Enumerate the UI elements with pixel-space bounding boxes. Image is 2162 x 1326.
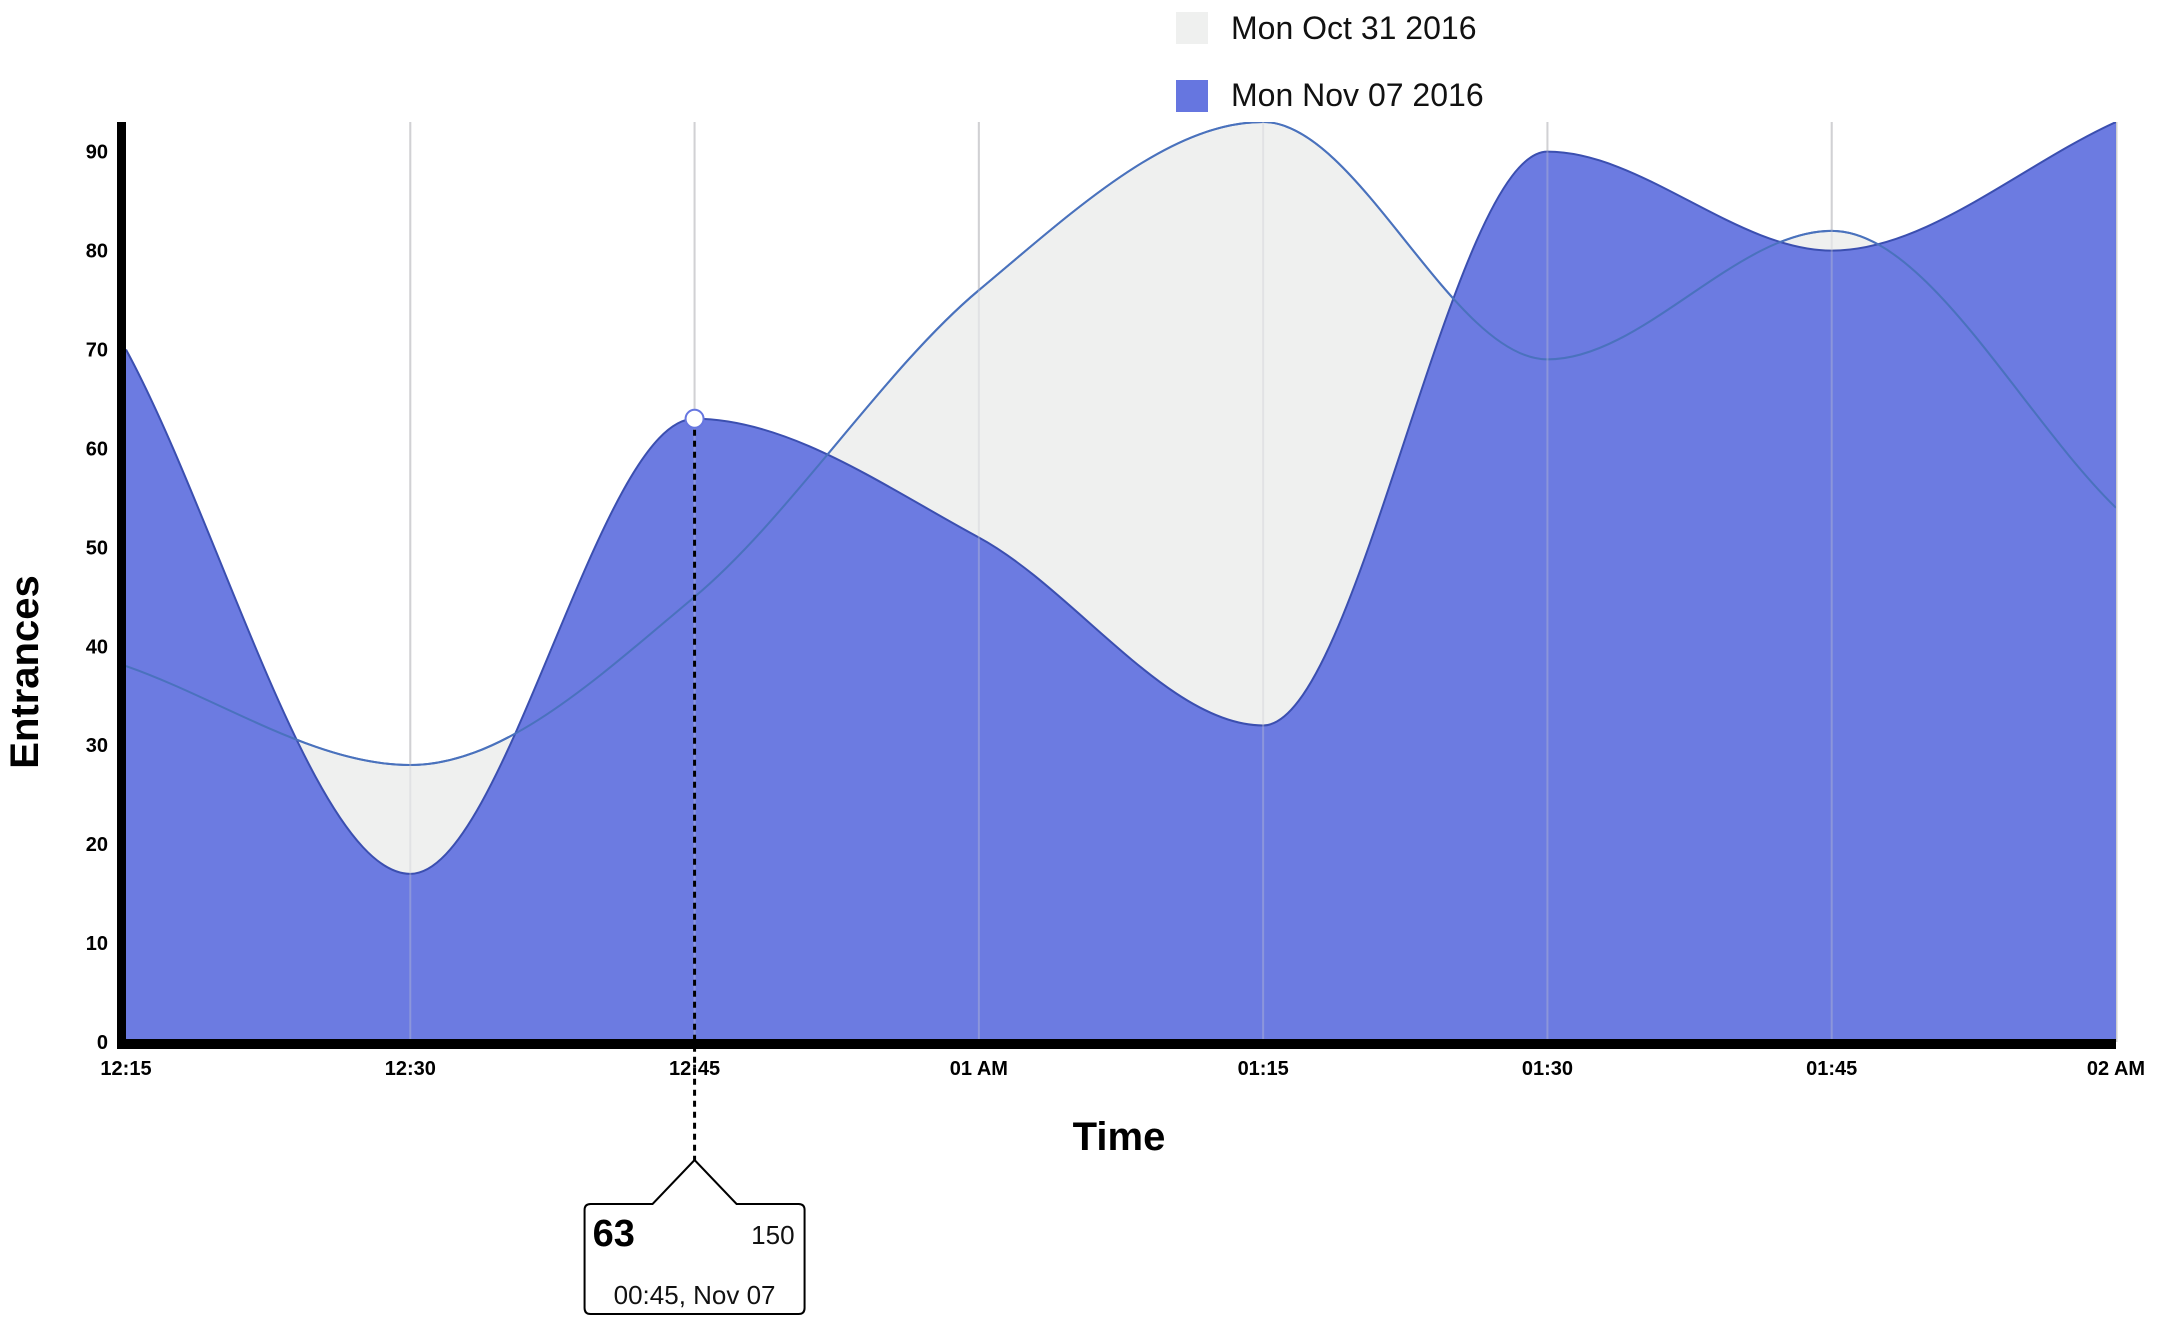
y-axis-line (117, 122, 126, 1045)
y-tick-label: 70 (86, 340, 108, 362)
legend-swatch-nov07 (1176, 80, 1208, 112)
y-tick-label: 10 (86, 933, 108, 955)
series-line-1 (126, 122, 2116, 875)
tooltip: 63 150 00:45, Nov 07 (583, 1158, 806, 1315)
y-tick-label: 80 (86, 241, 108, 263)
x-tick-label: 01:45 (1806, 1058, 1857, 1080)
gridline-overlay (409, 122, 1833, 1042)
tooltip-total: 150 (751, 1220, 794, 1250)
series-area-1 (126, 122, 2116, 1042)
x-tick-label: 01:30 (1522, 1058, 1573, 1080)
x-tick-label: 01 AM (950, 1058, 1008, 1080)
y-tick-label: 90 (86, 142, 108, 164)
legend-item-oct31[interactable]: Mon Oct 31 2016 (1176, 10, 1476, 46)
y-tick-label: 0 (97, 1032, 108, 1054)
legend-label-nov07: Mon Nov 07 2016 (1231, 77, 1484, 113)
y-tick-label: 20 (86, 834, 108, 856)
hover-point-marker[interactable] (684, 408, 705, 429)
legend: Mon Oct 31 2016 Mon Nov 07 2016 (1176, 10, 1484, 113)
y-axis-ticks: 0 10 20 30 40 50 60 70 80 90 (86, 142, 108, 1054)
x-tick-label: 02 AM (2087, 1058, 2145, 1080)
y-tick-label: 40 (86, 636, 108, 658)
x-tick-label: 01:15 (1238, 1058, 1289, 1080)
x-tick-label: 12:15 (100, 1058, 151, 1080)
plot-area (126, 122, 2116, 1042)
legend-swatch-oct31 (1176, 12, 1208, 44)
x-axis-line (117, 1039, 2116, 1049)
tooltip-value: 63 (593, 1213, 635, 1255)
y-axis-title: Entrances (3, 575, 47, 768)
legend-label-oct31: Mon Oct 31 2016 (1231, 10, 1476, 46)
tooltip-box (583, 1158, 806, 1315)
y-tick-label: 60 (86, 438, 108, 460)
y-tick-label: 50 (86, 537, 108, 559)
x-tick-label: 12:30 (385, 1058, 436, 1080)
legend-item-nov07[interactable]: Mon Nov 07 2016 (1176, 77, 1484, 113)
series-line-overlay-0 (126, 122, 2116, 767)
tooltip-time: 00:45, Nov 07 (614, 1280, 776, 1310)
x-axis-title: Time (1073, 1115, 1166, 1159)
y-tick-label: 30 (86, 735, 108, 757)
